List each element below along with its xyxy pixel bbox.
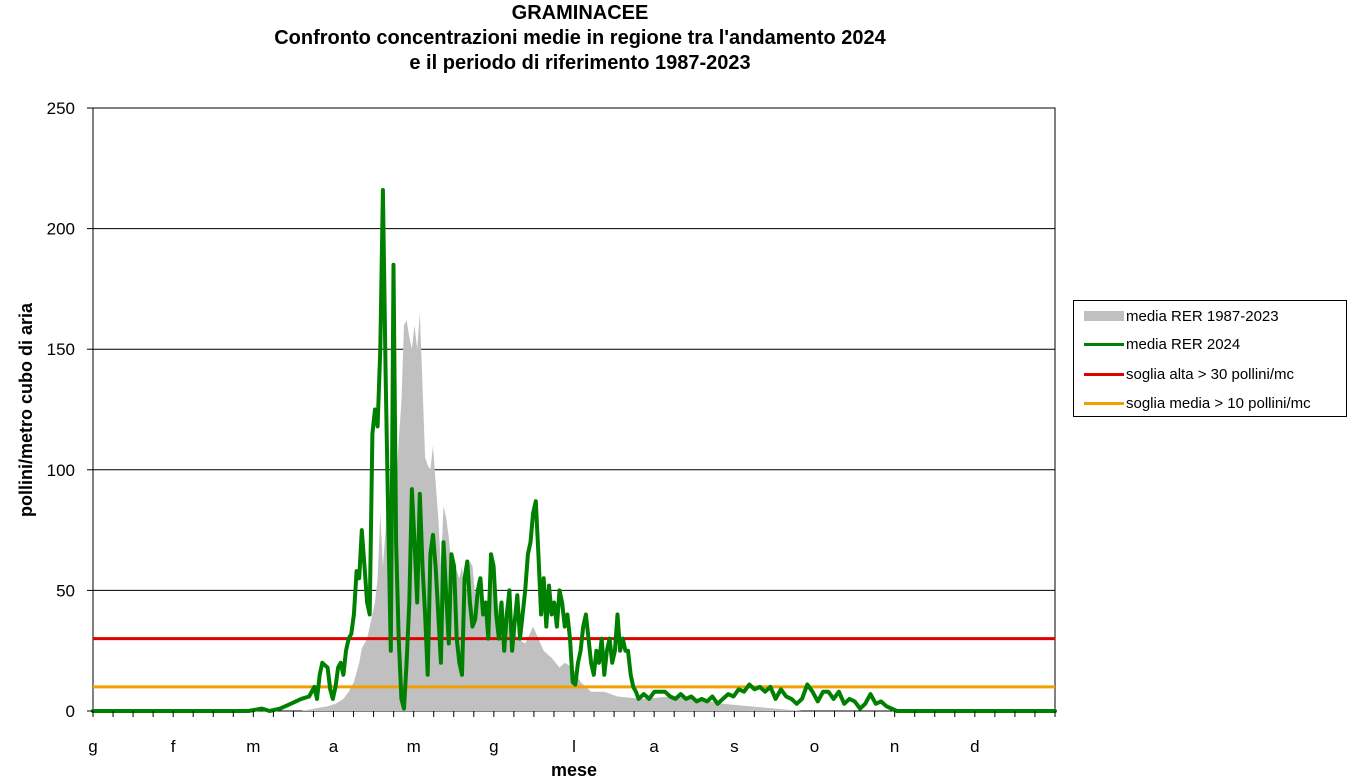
x-month-label: m (407, 737, 421, 756)
y-tick-label: 150 (47, 340, 75, 359)
x-month-label: a (649, 737, 659, 756)
x-month-label: g (489, 737, 498, 756)
x-month-label: f (171, 737, 176, 756)
x-month-label: s (730, 737, 739, 756)
x-month-label: d (970, 737, 979, 756)
legend-swatch-green-line (1084, 342, 1124, 346)
x-month-label: a (329, 737, 339, 756)
x-month-label: m (246, 737, 260, 756)
legend-swatch-red-line (1084, 372, 1124, 376)
legend-label: soglia media > 10 pollini/mc (1126, 394, 1311, 412)
legend-item-media-2024: media RER 2024 (1084, 333, 1240, 355)
series-area-media-1987-2023 (93, 313, 1055, 711)
axis-layer: 0 50 100 150 200 250 g f m a m g l a s o n d (47, 99, 1056, 756)
chart-legend: media RER 1987-2023 media RER 2024 sogli… (1073, 300, 1347, 417)
series-line-media-2024 (91, 188, 1057, 713)
chart-title: GRAMINACEE (511, 2, 649, 24)
x-axis-title: mese (551, 760, 597, 780)
y-tick-label: 250 (47, 99, 75, 118)
y-axis-title: pollini/metro cubo di aria (16, 302, 36, 517)
line-layer (91, 188, 1057, 713)
legend-item-soglia-alta: soglia alta > 30 pollini/mc (1084, 363, 1294, 385)
legend-label: soglia alta > 30 pollini/mc (1126, 365, 1295, 383)
legend-label: media RER 2024 (1126, 335, 1241, 353)
grid-layer (92, 107, 1056, 712)
threshold-layer (93, 637, 1055, 689)
x-month-label: g (88, 737, 97, 756)
chart-subtitle-line1: Confronto concentrazioni medie in region… (274, 27, 886, 49)
legend-item-media-1987-2023: media RER 1987-2023 (1084, 305, 1279, 327)
legend-item-soglia-media: soglia media > 10 pollini/mc (1084, 392, 1311, 414)
legend-swatch-orange-line (1084, 401, 1124, 405)
x-month-label: n (890, 737, 899, 756)
area-layer (93, 313, 1055, 711)
y-tick-label: 100 (47, 461, 75, 480)
x-month-label: o (810, 737, 819, 756)
x-month-label: l (572, 737, 576, 756)
chart-subtitle-line2: e il periodo di riferimento 1987-2023 (409, 52, 751, 74)
y-tick-label: 200 (47, 220, 75, 239)
y-tick-label: 50 (56, 581, 75, 600)
y-tick-label: 0 (66, 702, 75, 721)
plot-frame (92, 107, 1056, 712)
legend-swatch-area (1084, 311, 1124, 321)
legend-label: media RER 1987-2023 (1126, 307, 1279, 325)
